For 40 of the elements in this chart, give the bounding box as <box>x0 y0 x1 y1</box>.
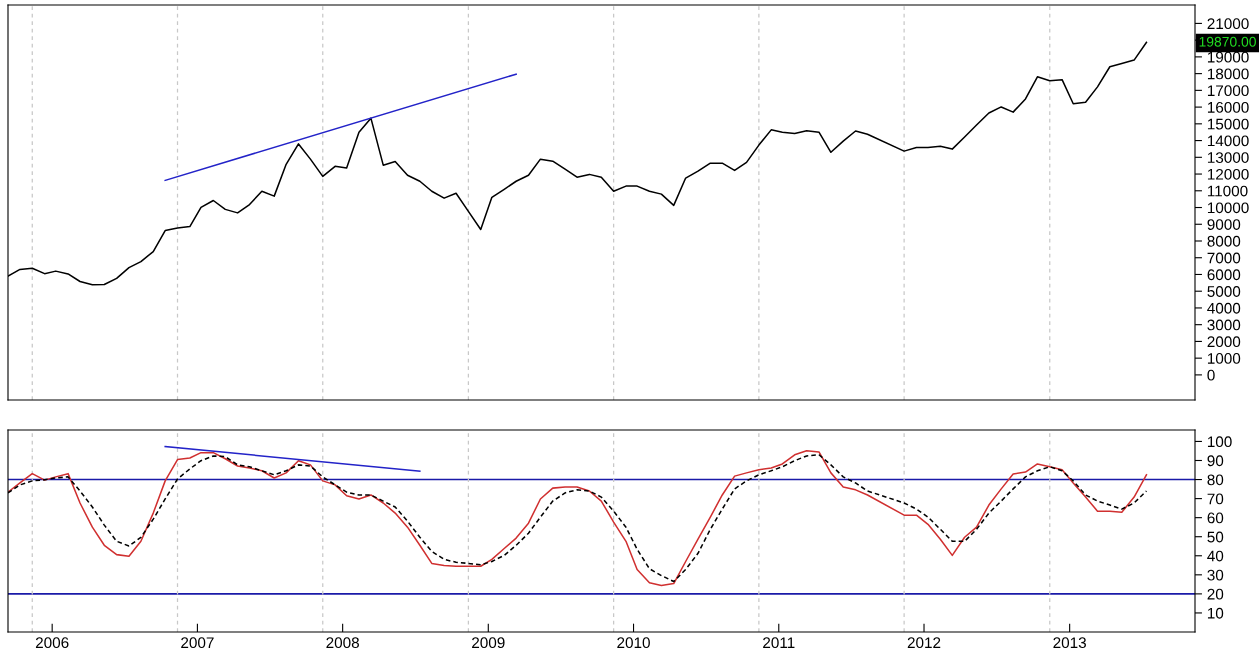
y-tick-label: 15000 <box>1207 118 1249 130</box>
x-tick-label: 2009 <box>472 637 505 649</box>
y-tick-label: 30 <box>1207 569 1224 581</box>
x-tick-label: 2013 <box>1053 637 1086 649</box>
y-tick-label: 3000 <box>1207 319 1241 331</box>
x-tick-label: 2010 <box>617 637 650 649</box>
y-tick-label: 70 <box>1207 493 1224 505</box>
y-tick-label: 18000 <box>1207 68 1249 80</box>
y-tick-label: 20 <box>1207 588 1224 600</box>
y-tick-label: 6000 <box>1207 269 1241 281</box>
y-tick-label: 80 <box>1207 474 1224 486</box>
y-tick-label: 60 <box>1207 512 1224 524</box>
y-tick-label: 19000 <box>1207 51 1249 63</box>
y-tick-label: 50 <box>1207 531 1224 543</box>
y-tick-label: 1000 <box>1207 353 1241 364</box>
text: 19870.00 <box>1199 36 1256 47</box>
y-tick-label: 10 <box>1207 607 1224 619</box>
y-tick-label: 90 <box>1207 455 1224 467</box>
y-tick-label: 100 <box>1207 436 1232 448</box>
y-tick-label: 12000 <box>1207 168 1249 180</box>
x-tick-label: 2011 <box>763 637 795 649</box>
y-tick-label: 16000 <box>1207 101 1249 113</box>
x-tick-label: 2006 <box>35 637 69 649</box>
y-tick-label: 4000 <box>1207 302 1241 314</box>
y-tick-label: 7000 <box>1207 252 1241 264</box>
y-tick-label: 21000 <box>1207 18 1249 30</box>
y-tick-label: 14000 <box>1207 135 1249 147</box>
y-tick-label: 17000 <box>1207 85 1249 97</box>
x-tick-label: 2007 <box>181 637 214 649</box>
y-tick-label: 5000 <box>1207 286 1241 297</box>
y-tick-label: 11000 <box>1207 185 1248 197</box>
x-tick-label: 2008 <box>326 637 359 649</box>
y-tick-label: 10000 <box>1207 202 1249 214</box>
y-tick-label: 8000 <box>1207 235 1241 247</box>
y-tick-label: 13000 <box>1207 152 1249 163</box>
x-tick-label: 2012 <box>907 637 941 649</box>
y-tick-label: 9000 <box>1207 219 1241 230</box>
y-tick-label: 2000 <box>1207 336 1241 348</box>
y-tick-label: 0 <box>1207 369 1215 381</box>
y-tick-label: 40 <box>1207 550 1224 562</box>
